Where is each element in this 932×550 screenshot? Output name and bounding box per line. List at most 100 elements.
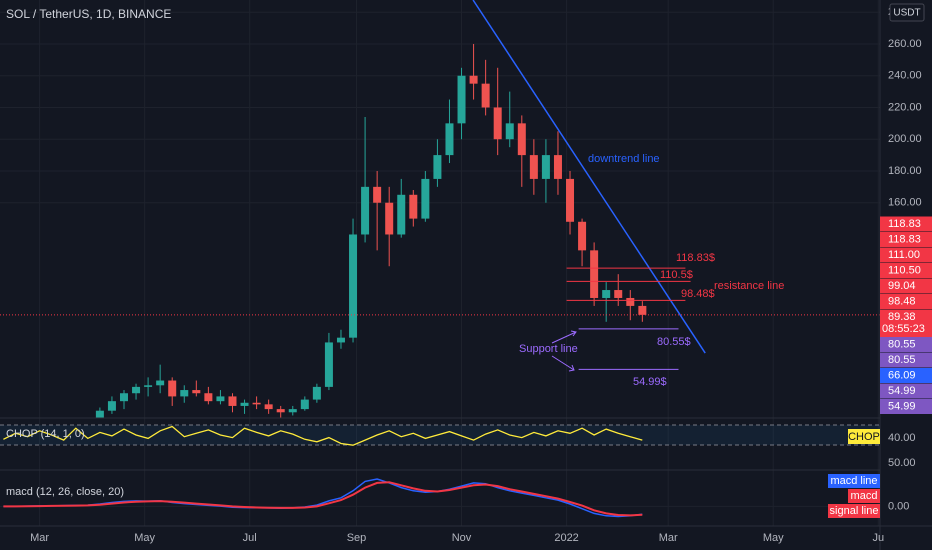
candle-body — [505, 123, 514, 140]
macd-line — [3, 481, 643, 517]
candle-body — [614, 290, 623, 298]
candle-body — [445, 123, 454, 156]
candle-body — [276, 409, 285, 413]
price-marker — [880, 383, 932, 399]
candle-body — [578, 221, 587, 251]
price-marker-label: 66.09 — [888, 369, 916, 381]
annotation-arrows — [551, 330, 577, 372]
candle-body — [168, 380, 177, 397]
candle-body — [566, 178, 575, 222]
currency-box[interactable] — [889, 3, 925, 22]
candle-body — [385, 202, 394, 235]
candle-body — [95, 410, 104, 418]
y-tick-label: 220.00 — [888, 101, 922, 113]
candle-body — [192, 390, 201, 394]
candle-body — [156, 380, 165, 386]
annotation: Support line — [519, 343, 578, 355]
legend-label: macd line — [830, 475, 877, 487]
candle-body — [180, 390, 189, 397]
price-marker-label: 80.55 — [888, 354, 916, 366]
legend-label: signal line — [830, 505, 879, 517]
candle-body — [457, 75, 466, 124]
price-marker — [880, 247, 932, 263]
y-tick-label: 200.00 — [888, 133, 922, 145]
price-marker-label: 110.50 — [888, 264, 921, 276]
price-marker — [880, 337, 932, 352]
candle-body — [204, 393, 213, 402]
price-marker — [880, 368, 932, 383]
x-tick-label: May — [763, 532, 784, 544]
x-tick-label: Mar — [659, 532, 678, 544]
candle-body — [144, 385, 153, 387]
y-tick-label: 160.00 — [888, 197, 922, 209]
candle-body — [481, 83, 490, 108]
price-marker-label: 89.38 — [888, 311, 916, 323]
y-tick-label: 0.00 — [888, 500, 909, 512]
price-marker — [880, 399, 932, 414]
price-marker-label: 80.55 — [888, 338, 916, 350]
price-marker — [880, 309, 932, 338]
candle-body — [433, 155, 442, 179]
price-marker — [880, 216, 932, 232]
candle-body — [252, 402, 261, 405]
x-tick-label: May — [134, 532, 155, 544]
y-tick-label: 50.00 — [888, 457, 916, 469]
trendline-label: downtrend line — [588, 153, 660, 165]
candle-body — [349, 234, 358, 338]
candle-body — [553, 155, 562, 179]
chop-band — [0, 424, 880, 446]
candle-body — [132, 386, 141, 394]
trendline — [472, 0, 706, 354]
candle-body — [397, 194, 406, 235]
candle-body — [240, 402, 249, 406]
candle-body — [119, 393, 128, 402]
candle-body — [493, 107, 502, 140]
x-tick-label: Nov — [452, 532, 472, 544]
price-marker — [880, 263, 932, 278]
price-marker-sub: 08:55:23 — [882, 323, 925, 335]
candle-body — [264, 404, 273, 410]
candle-body — [590, 250, 599, 298]
legend-swatch — [848, 489, 880, 503]
price-marker-label: 99.04 — [888, 280, 916, 292]
candle-body — [107, 401, 116, 411]
price-marker-label: 54.99 — [888, 385, 916, 397]
candle-body — [288, 409, 297, 413]
price-marker — [880, 232, 932, 247]
price-marker — [880, 294, 932, 309]
candle-body — [361, 186, 370, 235]
candle-body — [469, 75, 478, 84]
macd-line — [3, 478, 643, 518]
price-marker — [880, 278, 932, 294]
price-axis: 160.00180.00200.00220.00240.00260.00280.… — [880, 6, 932, 414]
candle-body — [421, 178, 430, 219]
candle-body — [638, 305, 647, 315]
level-label: 54.99$ — [633, 376, 667, 388]
indicator-panes: CHOP 40.00 50.00 0.00 macd line macd signal li… — [0, 424, 916, 518]
candle-body — [626, 297, 635, 306]
level-label: 110.5$ — [660, 269, 693, 281]
price-marker-label: 118.83 — [888, 233, 921, 245]
main-pane — [0, 0, 880, 418]
price-marker-label: 54.99 — [888, 400, 916, 412]
chop-tag — [848, 429, 880, 444]
y-tick-label: 180.00 — [888, 165, 922, 177]
indicator-title: macd (12, 26, close, 20) — [6, 486, 124, 498]
currency-label: USDT — [893, 8, 920, 19]
chart-title: SOL / TetherUS, 1D, BINANCE — [6, 7, 171, 21]
annotation: resistance line — [714, 280, 784, 292]
candle-body — [336, 337, 345, 343]
price-marker — [880, 352, 932, 368]
x-tick-label: Jul — [243, 532, 257, 544]
x-tick-label: Ju — [872, 532, 884, 544]
chop-line — [3, 425, 643, 446]
candle-body — [228, 396, 237, 406]
chop-tag-label: CHOP — [848, 431, 880, 443]
legend-label: macd — [851, 490, 878, 502]
candle-body — [529, 155, 538, 179]
price-marker-label: 111.00 — [888, 249, 920, 261]
x-tick-label: 2022 — [554, 532, 578, 544]
price-marker-label: 98.48 — [888, 295, 916, 307]
